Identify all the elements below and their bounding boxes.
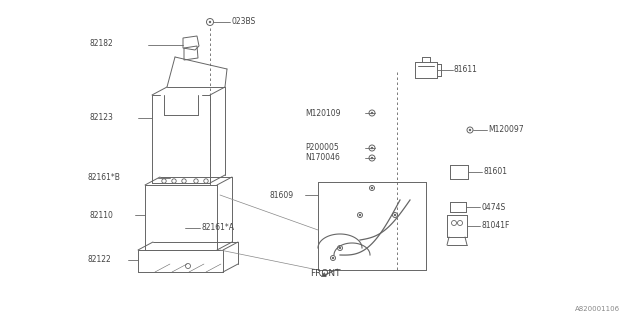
- Circle shape: [359, 214, 361, 216]
- Text: M120109: M120109: [305, 108, 340, 117]
- Text: 82123: 82123: [90, 114, 114, 123]
- Text: A820001106: A820001106: [575, 306, 620, 312]
- Text: 82161*B: 82161*B: [88, 173, 121, 182]
- Circle shape: [371, 112, 373, 114]
- Circle shape: [371, 157, 373, 159]
- Circle shape: [332, 257, 334, 259]
- Text: 023BS: 023BS: [231, 18, 255, 27]
- Text: FRONT: FRONT: [310, 268, 340, 277]
- Circle shape: [209, 21, 211, 23]
- Circle shape: [394, 214, 396, 216]
- Text: 81611: 81611: [454, 66, 478, 75]
- Text: N170046: N170046: [305, 154, 340, 163]
- Text: 82161*A: 82161*A: [201, 223, 234, 233]
- Text: 82110: 82110: [90, 211, 114, 220]
- Text: 82122: 82122: [88, 255, 112, 265]
- Text: 0474S: 0474S: [481, 203, 505, 212]
- Text: 81041F: 81041F: [481, 221, 509, 230]
- Text: P200005: P200005: [305, 143, 339, 153]
- Circle shape: [371, 147, 373, 149]
- Circle shape: [371, 187, 373, 189]
- Text: 81601: 81601: [483, 167, 507, 177]
- Text: 82182: 82182: [90, 39, 114, 49]
- Circle shape: [339, 247, 341, 249]
- Text: 81609: 81609: [270, 190, 294, 199]
- Text: M120097: M120097: [488, 125, 524, 134]
- Circle shape: [468, 129, 471, 131]
